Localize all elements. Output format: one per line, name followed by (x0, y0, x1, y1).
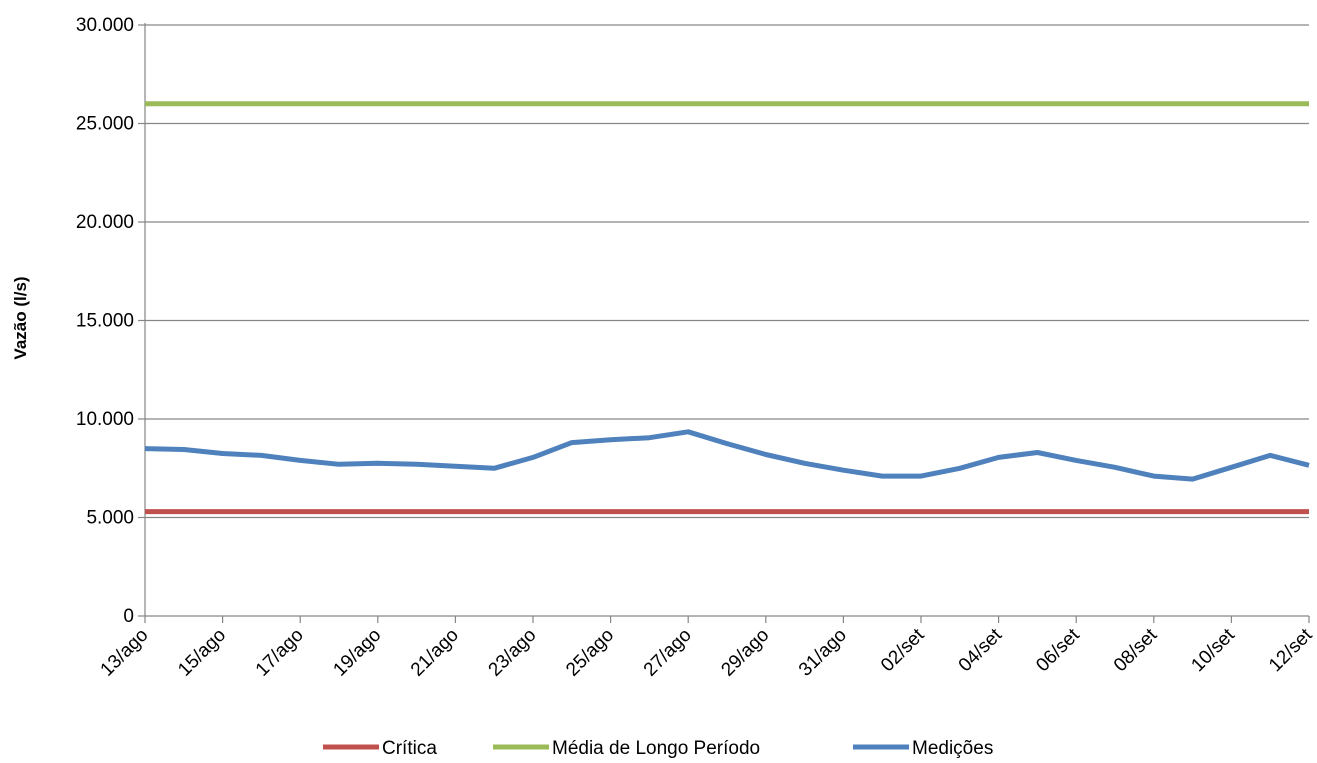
x-tick-label: 06/set (1032, 624, 1084, 676)
x-tick-label: 17/ago (252, 625, 308, 681)
x-tick-label: 29/ago (717, 625, 773, 681)
x-tick-label: 23/ago (485, 625, 541, 681)
axes (138, 23, 1310, 623)
x-tick-label: 15/ago (174, 625, 230, 681)
y-tick-label: 15.000 (76, 311, 134, 332)
legend-label-media-de-longo-periodo: Média de Longo Período (552, 738, 760, 759)
x-tick-label: 21/ago (407, 625, 463, 681)
series-lines (144, 101, 1310, 515)
legend-label-critica: Crítica (382, 738, 437, 759)
y-tick-label: 30.000 (76, 15, 134, 36)
x-tick-label: 19/ago (329, 625, 385, 681)
x-tick-labels: 13/ago 15/ago 17/ago 19/ago 21/ago 23/ago 25/a… (97, 624, 1317, 680)
x-tick-label: 08/set (1110, 624, 1162, 676)
y-tick-label: 10.000 (76, 409, 134, 430)
x-tick-label: 02/set (877, 624, 929, 676)
x-tick-label: 25/ago (562, 625, 618, 681)
x-tick-label: 04/set (955, 624, 1007, 676)
y-tick-labels: 0 5.000 10.000 15.000 20.000 25.000 30.000 (76, 15, 134, 627)
series-line-medicoes (144, 429, 1310, 482)
x-tick-label: 10/set (1187, 624, 1239, 676)
x-tick-label: 12/set (1265, 624, 1317, 676)
x-tick-label: 27/ago (640, 625, 696, 681)
legend-label-medicoes: Medições (912, 738, 993, 759)
y-tick-label: 5.000 (86, 508, 134, 529)
gridlines (145, 24, 1309, 519)
x-tick-label: 13/ago (97, 625, 153, 681)
y-tick-label: 20.000 (76, 212, 134, 233)
y-axis-title: Vazão (l/s) (11, 276, 30, 359)
y-tick-label: 0 (123, 606, 134, 627)
x-tick-label: 31/ago (795, 625, 851, 681)
y-tick-label: 25.000 (76, 114, 134, 135)
legend: Crítica Média de Longo Período Medições (323, 738, 993, 759)
